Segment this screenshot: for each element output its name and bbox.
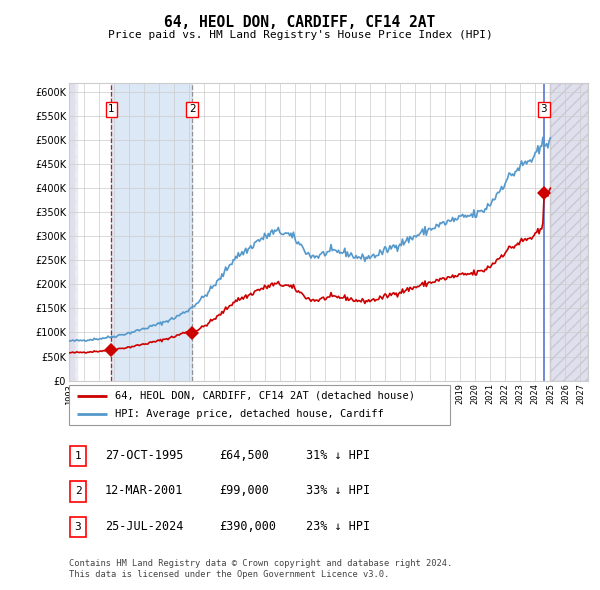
Text: 27-OCT-1995: 27-OCT-1995: [105, 449, 184, 462]
Text: £99,000: £99,000: [219, 484, 269, 497]
FancyBboxPatch shape: [69, 385, 450, 425]
Text: 23% ↓ HPI: 23% ↓ HPI: [306, 520, 370, 533]
FancyBboxPatch shape: [70, 481, 86, 501]
Text: 1: 1: [74, 451, 82, 461]
Text: 3: 3: [541, 104, 547, 114]
Text: HPI: Average price, detached house, Cardiff: HPI: Average price, detached house, Card…: [115, 408, 383, 418]
Bar: [550, 83, 588, 381]
Text: £64,500: £64,500: [219, 449, 269, 462]
Text: £390,000: £390,000: [219, 520, 276, 533]
Text: Contains HM Land Registry data © Crown copyright and database right 2024.: Contains HM Land Registry data © Crown c…: [69, 559, 452, 568]
Bar: [69, 83, 74, 381]
Text: 25-JUL-2024: 25-JUL-2024: [105, 520, 184, 533]
Text: 3: 3: [74, 522, 82, 532]
FancyBboxPatch shape: [70, 446, 86, 466]
Bar: [74, 83, 77, 381]
Text: 33% ↓ HPI: 33% ↓ HPI: [306, 484, 370, 497]
Text: 2: 2: [74, 487, 82, 496]
Text: 31% ↓ HPI: 31% ↓ HPI: [306, 449, 370, 462]
Text: 64, HEOL DON, CARDIFF, CF14 2AT: 64, HEOL DON, CARDIFF, CF14 2AT: [164, 15, 436, 30]
Bar: [112, 83, 192, 381]
Text: 64, HEOL DON, CARDIFF, CF14 2AT (detached house): 64, HEOL DON, CARDIFF, CF14 2AT (detache…: [115, 391, 415, 401]
FancyBboxPatch shape: [70, 517, 86, 537]
Bar: [550, 83, 588, 381]
Text: This data is licensed under the Open Government Licence v3.0.: This data is licensed under the Open Gov…: [69, 571, 389, 579]
Text: 2: 2: [189, 104, 196, 114]
Text: Price paid vs. HM Land Registry's House Price Index (HPI): Price paid vs. HM Land Registry's House …: [107, 30, 493, 40]
Text: 12-MAR-2001: 12-MAR-2001: [105, 484, 184, 497]
Text: 1: 1: [108, 104, 115, 114]
